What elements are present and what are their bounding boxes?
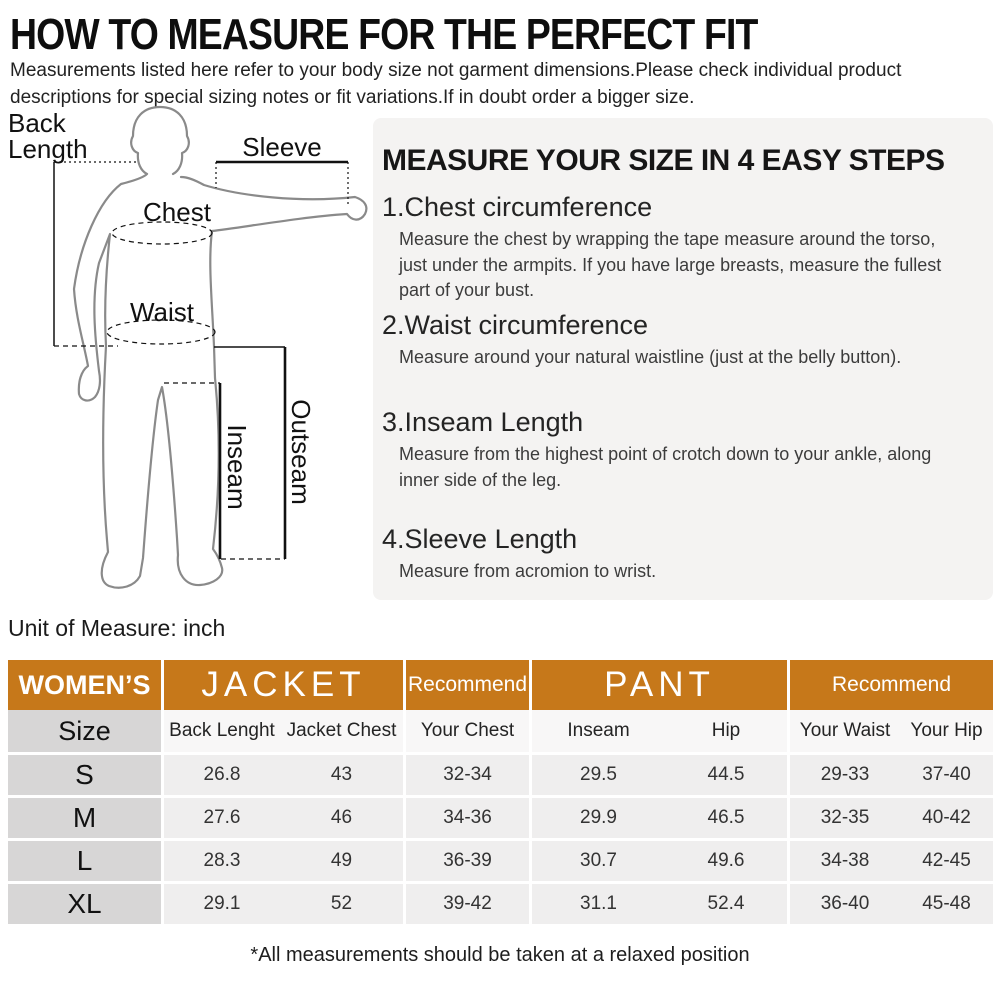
- row-m-your-chest: 34-36: [406, 798, 532, 838]
- page-subtitle: Measurements listed here refer to your b…: [10, 60, 902, 108]
- chest-ellipse: [111, 221, 213, 245]
- row-l-size: L: [8, 841, 164, 881]
- table-row: S 26.8 43 32-34 29.5 44.5 29-33 37-40: [8, 755, 993, 795]
- measure-steps-panel: MEASURE YOUR SIZE IN 4 EASY STEPS 1.Ches…: [373, 118, 993, 600]
- waist-ellipse: [106, 319, 216, 345]
- row-xl-size: XL: [8, 884, 164, 924]
- row-xl-your-waist: 36-40: [790, 884, 900, 924]
- step-sleeve: 4.Sleeve Length Measure from acromion to…: [382, 524, 982, 585]
- waist-label: Waist: [130, 297, 195, 327]
- column-header-your-hip: Your Hip: [900, 710, 993, 752]
- row-xl-back-length: 29.1: [164, 884, 280, 924]
- step-waist: 2.Waist circumference Measure around you…: [382, 310, 982, 371]
- table-column-header-row: Size Back Lenght Jacket Chest Your Chest…: [8, 710, 993, 752]
- column-header-hip: Hip: [665, 710, 790, 752]
- body-measurement-diagram: Back Length Sleeve Chest Waist Inseam Ou…: [8, 105, 368, 589]
- row-s-your-hip: 37-40: [900, 755, 993, 795]
- back-length-label-line2: Length: [8, 134, 88, 164]
- row-xl-inseam: 31.1: [532, 884, 665, 924]
- back-length-label-line1: Back: [8, 108, 67, 138]
- step-waist-title: 2.Waist circumference: [382, 310, 649, 340]
- row-l-your-hip: 42-45: [900, 841, 993, 881]
- step-sleeve-body: Measure from acromion to wrist.: [399, 561, 657, 582]
- page-title: HOW TO MEASURE FOR THE PERFECT FIT: [10, 10, 758, 59]
- column-header-inseam: Inseam: [532, 710, 665, 752]
- row-m-jacket-chest: 46: [280, 798, 406, 838]
- womens-size-table: WOMEN’S JACKET Recommend PANT Recommend …: [8, 660, 993, 924]
- step-chest-title: 1.Chest circumference: [382, 192, 653, 222]
- row-s-inseam: 29.5: [532, 755, 665, 795]
- step-chest: 1.Chest circumference Measure the chest …: [382, 192, 982, 304]
- measurement-footnote: *All measurements should be taken at a r…: [250, 944, 750, 966]
- header-recommend-jacket: Recommend: [406, 660, 532, 710]
- step-inseam-title: 3.Inseam Length: [382, 407, 584, 437]
- unit-of-measure-label: Unit of Measure: inch: [8, 615, 226, 641]
- table-row: XL 29.1 52 39-42 31.1 52.4 36-40 45-48: [8, 884, 993, 924]
- step-inseam: 3.Inseam Length Measure from the highest…: [382, 407, 982, 493]
- row-xl-your-hip: 45-48: [900, 884, 993, 924]
- row-l-inseam: 30.7: [532, 841, 665, 881]
- column-header-jacket-chest: Jacket Chest: [280, 710, 406, 752]
- row-m-your-hip: 40-42: [900, 798, 993, 838]
- row-m-your-waist: 32-35: [790, 798, 900, 838]
- row-m-hip: 46.5: [665, 798, 790, 838]
- row-xl-your-chest: 39-42: [406, 884, 532, 924]
- row-xl-hip: 52.4: [665, 884, 790, 924]
- chest-label: Chest: [143, 197, 212, 227]
- inseam-label: Inseam: [222, 424, 252, 509]
- table-row: L 28.3 49 36-39 30.7 49.6 34-38 42-45: [8, 841, 993, 881]
- header-jacket: JACKET: [164, 660, 406, 710]
- step-chest-body: Measure the chest by wrapping the tape m…: [399, 229, 942, 301]
- row-l-back-length: 28.3: [164, 841, 280, 881]
- figure-head-outline: [130, 105, 190, 176]
- row-m-inseam: 29.9: [532, 798, 665, 838]
- sleeve-label: Sleeve: [242, 132, 322, 162]
- column-header-your-chest: Your Chest: [406, 710, 532, 752]
- row-s-size: S: [8, 755, 164, 795]
- steps-panel-heading: MEASURE YOUR SIZE IN 4 EASY STEPS: [382, 144, 945, 177]
- column-header-your-waist: Your Waist: [790, 710, 900, 752]
- column-header-size: Size: [8, 710, 164, 752]
- outseam-label: Outseam: [286, 399, 316, 505]
- table-row: M 27.6 46 34-36 29.9 46.5 32-35 40-42: [8, 798, 993, 838]
- step-waist-body: Measure around your natural waistline (j…: [399, 347, 902, 368]
- row-l-your-chest: 36-39: [406, 841, 532, 881]
- row-l-hip: 49.6: [665, 841, 790, 881]
- row-xl-jacket-chest: 52: [280, 884, 406, 924]
- row-l-jacket-chest: 49: [280, 841, 406, 881]
- row-s-your-waist: 29-33: [790, 755, 900, 795]
- row-s-hip: 44.5: [665, 755, 790, 795]
- header-pant: PANT: [532, 660, 790, 710]
- figure-body-outline: [72, 172, 368, 589]
- row-s-your-chest: 32-34: [406, 755, 532, 795]
- table-group-header-row: WOMEN’S JACKET Recommend PANT Recommend: [8, 660, 993, 710]
- header-recommend-pant: Recommend: [790, 660, 993, 710]
- row-m-back-length: 27.6: [164, 798, 280, 838]
- column-header-back-length: Back Lenght: [164, 710, 280, 752]
- row-s-back-length: 26.8: [164, 755, 280, 795]
- row-m-size: M: [8, 798, 164, 838]
- row-l-your-waist: 34-38: [790, 841, 900, 881]
- step-inseam-body: Measure from the highest point of crotch…: [399, 444, 932, 490]
- header-womens: WOMEN’S: [8, 660, 164, 710]
- step-sleeve-title: 4.Sleeve Length: [382, 524, 578, 554]
- row-s-jacket-chest: 43: [280, 755, 406, 795]
